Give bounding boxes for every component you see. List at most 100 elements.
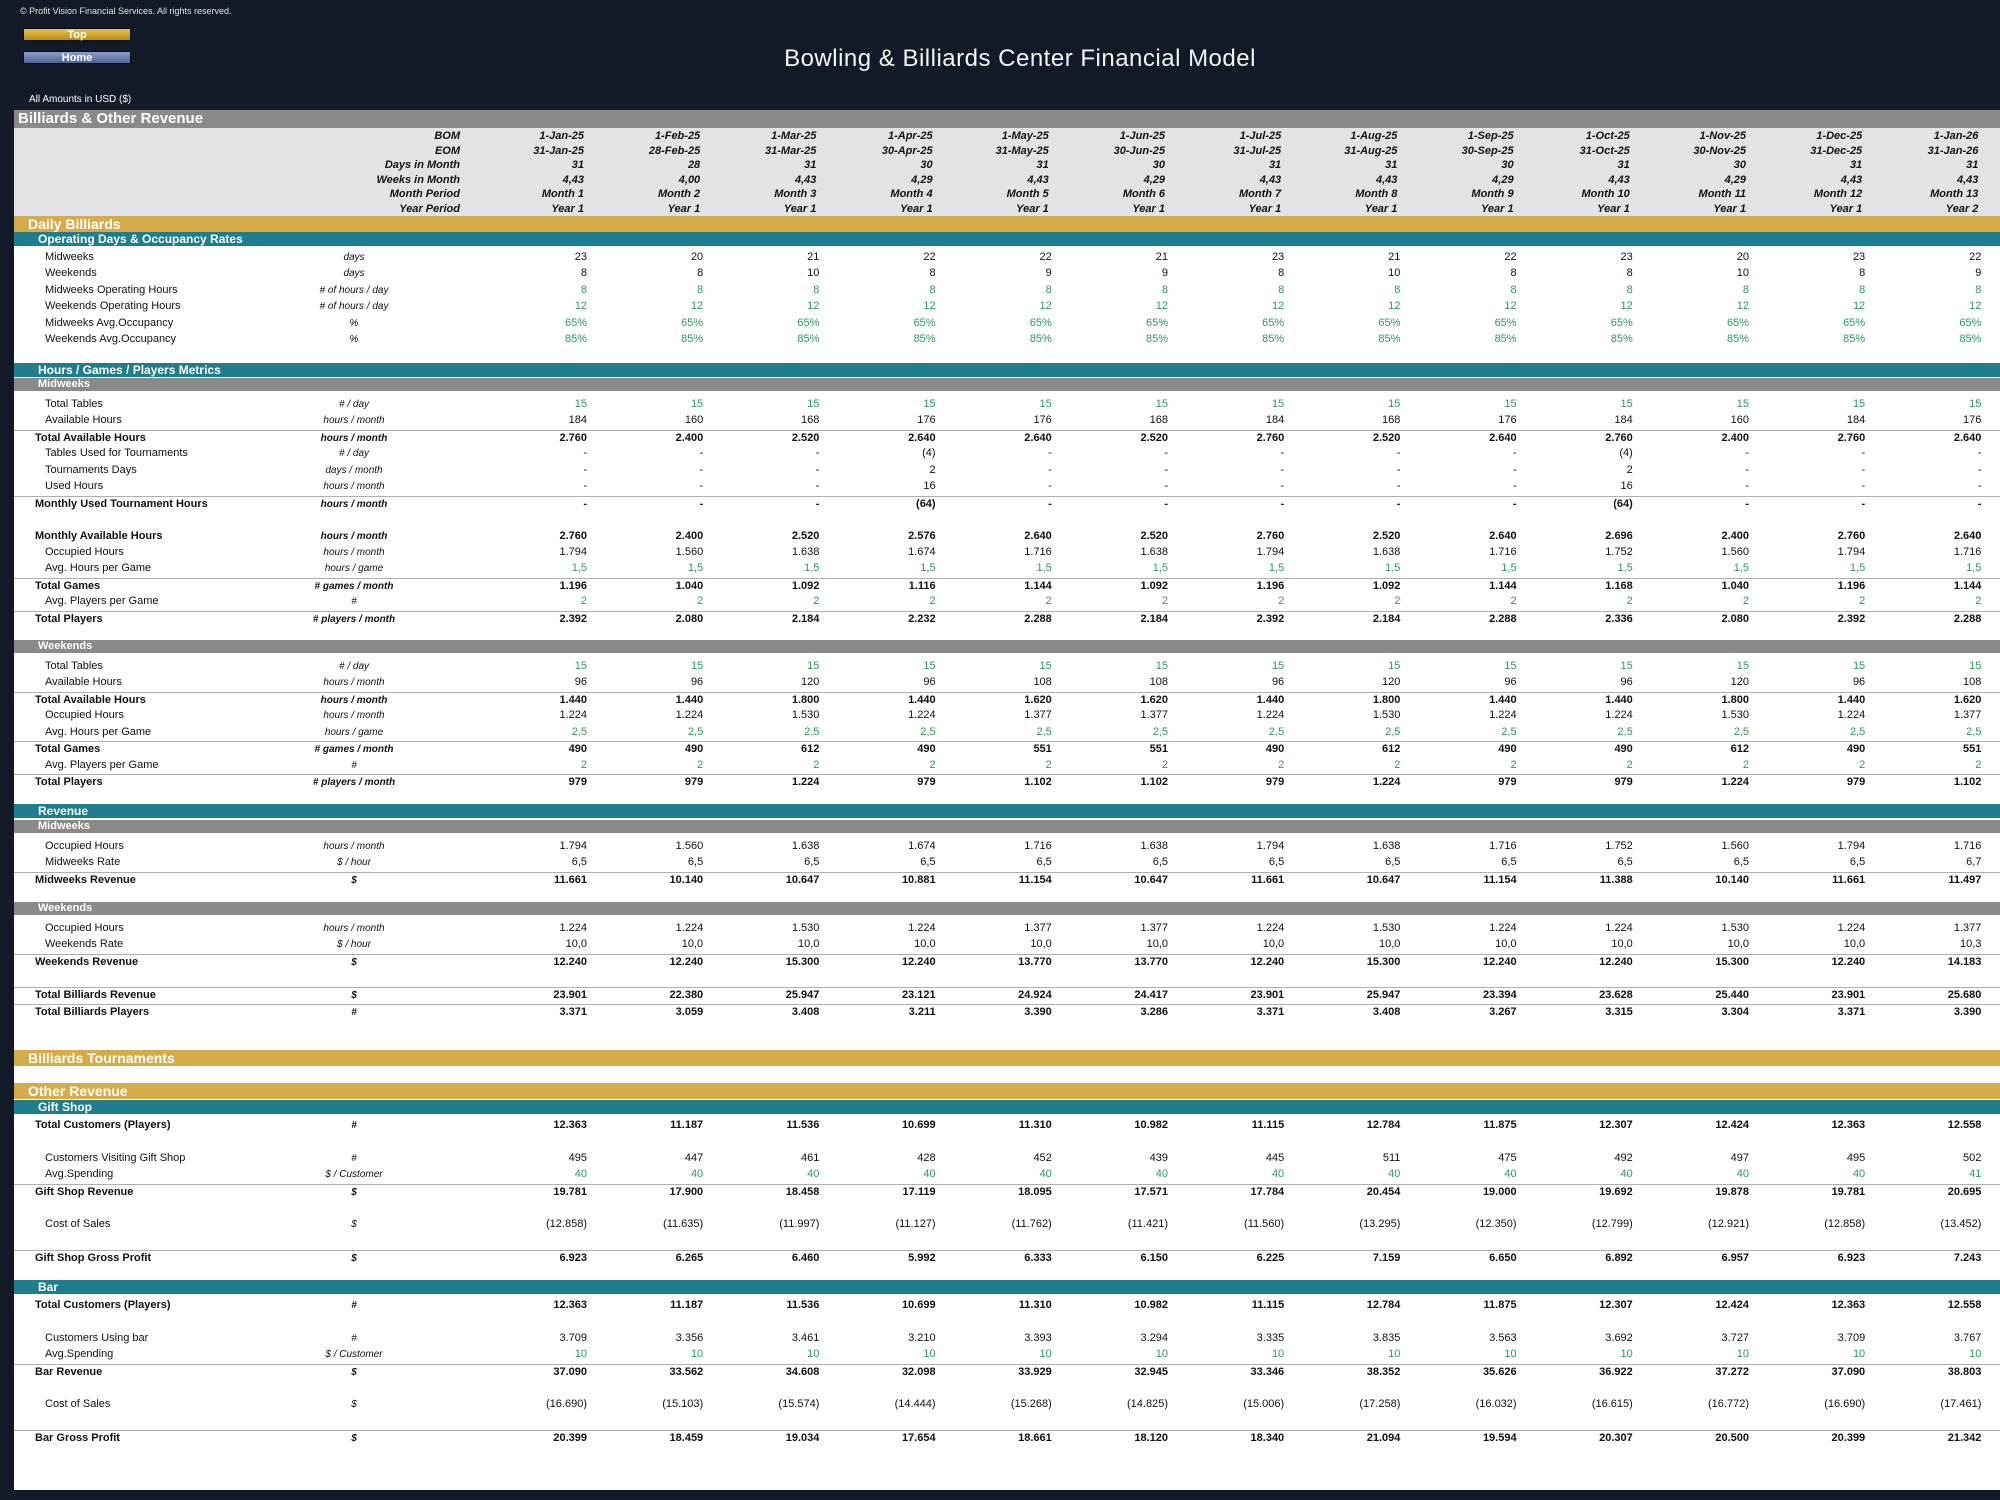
value-cell: 1.638 — [791, 840, 820, 852]
table-row: Used Hours hours / month - - - 16 - - - - - 16 - - - — [14, 479, 2000, 494]
value-cell: 2,5 — [571, 726, 587, 738]
table-row: Avg. Players per Game #2 2 2 2 2 2 2 2 2 2 2 2 2 — [14, 594, 2000, 609]
timeline-cell: 4,43 — [1027, 173, 1049, 186]
value-cell: 96 — [1620, 676, 1633, 688]
timeline-cell: 31-Jan-26 — [1927, 144, 1979, 157]
value-cell: (15.006) — [1243, 1398, 1285, 1410]
value-cell: 10 — [923, 1348, 936, 1360]
row-unit: # — [351, 596, 357, 607]
home-button[interactable]: Home — [23, 51, 131, 64]
value-cell: 1.224 — [908, 709, 936, 721]
timeline-cell: Year 1 — [1480, 202, 1514, 215]
value-cell: 6,5 — [1385, 856, 1401, 868]
value-cell: 1.102 — [1140, 776, 1168, 788]
value-cell: (11.421) — [1127, 1218, 1168, 1230]
value-cell: 475 — [1498, 1152, 1517, 1164]
value-cell: 12 — [1620, 300, 1633, 312]
table-row: Avg. Hours per Game hours / game 1,5 1,5 1,5… — [14, 561, 2000, 576]
value-cell: 979 — [1846, 776, 1866, 788]
value-cell: 168 — [801, 414, 820, 426]
timeline-cell: 4,29 — [1724, 173, 1746, 186]
timeline-cell: 31-May-25 — [995, 144, 1049, 157]
sub-operating: Operating Days & Occupancy Rates — [14, 232, 2000, 246]
timeline-cell: Year 1 — [1248, 202, 1282, 215]
row-unit: # — [351, 1333, 357, 1344]
value-cell: 2 — [1161, 759, 1168, 771]
value-cell: 1.620 — [1024, 694, 1052, 706]
row-label: Weekends Revenue — [35, 956, 139, 968]
value-cell: 108 — [1033, 676, 1052, 688]
value-cell: 1.224 — [1372, 776, 1401, 788]
value-cell: 1,5 — [1036, 562, 1052, 574]
value-cell: 23.901 — [1250, 989, 1285, 1001]
value-cell: 176 — [917, 414, 936, 426]
value-cell: 40 — [1620, 1168, 1633, 1180]
band-tournaments: Billiards Tournaments — [14, 1050, 2000, 1066]
value-cell: 9 — [1975, 267, 1982, 279]
value-cell: 2.392 — [1837, 613, 1866, 625]
value-cell: 184 — [1846, 414, 1866, 426]
value-cell: 1.800 — [1721, 694, 1749, 706]
value-cell: 12.558 — [1947, 1299, 1982, 1311]
value-cell: (14.825) — [1127, 1398, 1168, 1410]
table-row: Avg. Players per Game #2 2 2 2 2 2 2 2 2 2 2 2 2 — [14, 758, 2000, 773]
value-cell: 184 — [1265, 414, 1285, 426]
value-cell: 35.626 — [1482, 1366, 1517, 1378]
value-cell: 2,5 — [1385, 726, 1401, 738]
timeline-cell: Month 9 — [1471, 188, 1514, 200]
value-cell: 10.699 — [901, 1119, 936, 1131]
value-cell: - — [815, 480, 820, 492]
table-row: Midweeks Rate $ / hour 6,5 6,5 6,5 6,5 6,5 6,5 6… — [14, 855, 2000, 870]
value-cell: 85% — [1726, 333, 1749, 345]
value-cell: 2,5 — [1733, 726, 1749, 738]
top-button[interactable]: Top — [23, 28, 131, 41]
value-cell: 1.116 — [908, 580, 936, 592]
value-cell: 15 — [1039, 660, 1052, 672]
value-cell: 10 — [1388, 1348, 1401, 1360]
value-cell: - — [1048, 480, 1052, 492]
value-cell: 5.992 — [908, 1252, 936, 1264]
value-cell: 8 — [1859, 267, 1866, 279]
table-row: Total Available Hours hours / month 2.760 2… — [14, 430, 2000, 445]
value-cell: 8 — [1161, 284, 1168, 296]
value-cell: 10 — [1969, 1348, 1982, 1360]
row-label: Midweeks Avg.Occupancy — [45, 317, 174, 329]
value-cell: 24.924 — [1018, 989, 1052, 1001]
value-cell: 10.982 — [1134, 1119, 1168, 1131]
value-cell: 495 — [568, 1152, 587, 1164]
value-cell: 38.352 — [1366, 1366, 1401, 1378]
timeline-cell: 30-Apr-25 — [881, 144, 933, 157]
value-cell: 2.520 — [791, 530, 820, 542]
value-cell: 18.458 — [785, 1186, 820, 1198]
value-cell: 1.794 — [1256, 840, 1285, 852]
value-cell: 490 — [1265, 743, 1285, 755]
value-cell: 12 — [807, 300, 820, 312]
worksheet-grid: Billiards & Other Revenue BOM 1-Jan-25 1-Fe… — [14, 110, 2000, 1490]
value-cell: 2.760 — [1837, 530, 1866, 542]
value-cell: 1.196 — [1837, 580, 1866, 592]
value-cell: 23.121 — [901, 989, 936, 1001]
value-cell: 490 — [568, 743, 587, 755]
value-cell: 2 — [929, 595, 936, 607]
value-cell: 1.794 — [559, 840, 587, 852]
value-cell: 11.661 — [553, 874, 587, 886]
value-cell: 11.875 — [1483, 1119, 1517, 1131]
table-row: Total Tables # / day 15 15 15 15 15 15 15 15 15 15 1… — [14, 659, 2000, 674]
value-cell: 6,5 — [1036, 856, 1052, 868]
value-cell: (16.032) — [1475, 1398, 1517, 1410]
value-cell: 10,0 — [1378, 938, 1401, 950]
timeline-cell: Month 1 — [541, 188, 584, 200]
value-cell: (15.574) — [778, 1398, 820, 1410]
value-cell: 1.224 — [1256, 922, 1285, 934]
value-cell: 65% — [1145, 317, 1168, 329]
value-cell: 10.647 — [1366, 874, 1401, 886]
timeline-cell: 1-Jan-26 — [1933, 130, 1979, 142]
value-cell: 1.377 — [1024, 709, 1052, 721]
value-cell: 12.307 — [1599, 1119, 1633, 1131]
value-cell: 1.224 — [559, 709, 587, 721]
value-cell: 11.187 — [670, 1119, 704, 1131]
timeline-cell: 30 — [1152, 159, 1165, 171]
value-cell: 2,5 — [687, 726, 704, 738]
value-cell: 65% — [1494, 317, 1517, 329]
value-cell: 1,5 — [1501, 562, 1517, 574]
